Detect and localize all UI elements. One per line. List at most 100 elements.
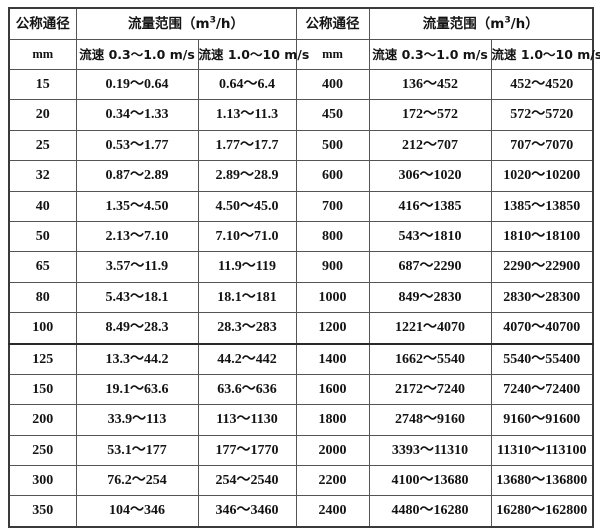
- cell-flow-low-left: 2.13～7.10: [75, 220, 199, 253]
- cell-flow-low-right: 1221～4070: [368, 312, 492, 345]
- cell-dn-right: 500: [295, 129, 370, 162]
- cell-dn-left: 65: [8, 251, 77, 283]
- cell-dn-left: 150: [8, 373, 77, 406]
- cell-flow-low-right: 212～707: [368, 129, 492, 162]
- cell-flow-low-left: 1.35～4.50: [75, 190, 199, 222]
- cell-flow-high-right: 4070～40700: [490, 312, 594, 345]
- cell-flow-high-left: 1.13～11.3: [197, 99, 297, 131]
- cell-dn-left: 80: [8, 281, 77, 314]
- cell-dn-right: 450: [295, 99, 370, 131]
- cell-flow-high-left: 63.6～636: [197, 373, 297, 406]
- cell-flow-low-left: 0.19～0.64: [75, 68, 199, 101]
- cell-flow-high-left: 1.77～17.7: [197, 129, 297, 162]
- cell-dn-left: 125: [8, 343, 77, 375]
- cell-flow-low-left: 5.43～18.1: [75, 281, 199, 314]
- table-row: 150 19.1～63.6 63.6～636 1600 2172～7240 7240～72…: [8, 373, 594, 406]
- cell-flow-low-right: 136～452: [368, 68, 492, 101]
- cell-flow-high-left: 18.1～181: [197, 281, 297, 314]
- table-row: 250 53.1～177 177～1770 2000 3393～11310 11310～1…: [8, 434, 594, 467]
- table-row: 32 0.87～2.89 2.89～28.9 600 306～1020 1020～1020…: [8, 160, 594, 192]
- cell-flow-high-right: 11310～113100: [490, 434, 594, 467]
- cell-flow-low-left: 19.1～63.6: [75, 373, 199, 406]
- table-row: 125 13.3～44.2 44.2～442 1400 1662～5540 5540～55…: [8, 343, 594, 375]
- header-flow-range-left-sup: 3: [209, 14, 216, 26]
- cell-flow-low-left: 33.9～113: [75, 404, 199, 436]
- header-nominal-diameter-left: 公称通径: [8, 7, 77, 40]
- cell-flow-low-left: 53.1～177: [75, 434, 199, 467]
- cell-dn-right: 1200: [295, 312, 370, 345]
- table-row: 20 0.34～1.33 1.13～11.3 450 172～572 572～5720: [8, 99, 594, 131]
- header-velocity-high-right: 流速 1.0～10 m/s: [490, 39, 600, 70]
- cell-flow-low-left: 104～346: [75, 495, 199, 528]
- header-unit-mm-left: mm: [8, 39, 77, 70]
- cell-dn-right: 2000: [295, 434, 370, 467]
- cell-flow-low-right: 543～1810: [368, 220, 492, 253]
- cell-flow-high-right: 572～5720: [490, 99, 594, 131]
- cell-flow-high-right: 1020～10200: [490, 160, 594, 192]
- cell-dn-left: 20: [8, 99, 77, 131]
- cell-flow-high-right: 1810～18100: [490, 220, 594, 253]
- table-row: 350 104～346 346～3460 2400 4480～16280 16280～16…: [8, 495, 594, 528]
- cell-flow-high-left: 4.50～45.0: [197, 190, 297, 222]
- cell-flow-high-left: 2.89～28.9: [197, 160, 297, 192]
- cell-flow-low-right: 172～572: [368, 99, 492, 131]
- cell-flow-low-left: 0.34～1.33: [75, 99, 199, 131]
- header-row-top: 公称通径 流量范围（m3/h） 公称通径 流量范围（m3/h）: [8, 7, 594, 40]
- cell-flow-low-right: 3393～11310: [368, 434, 492, 467]
- cell-dn-left: 32: [8, 160, 77, 192]
- header-flow-range-left: 流量范围（m3/h）: [75, 7, 297, 40]
- header-velocity-high-left: 流速 1.0～10 m/s: [197, 39, 309, 70]
- cell-flow-high-left: 11.9～119: [197, 251, 297, 283]
- cell-flow-high-left: 113～1130: [197, 404, 297, 436]
- cell-dn-left: 15: [8, 68, 77, 101]
- cell-flow-low-left: 0.87～2.89: [75, 160, 199, 192]
- table-sheet: 公称通径 流量范围（m3/h） 公称通径 流量范围（m3/h） mm 流速 0.…: [8, 7, 600, 528]
- header-flow-range-right-sup: 3: [504, 14, 511, 26]
- table-row: 100 8.49～28.3 28.3～283 1200 1221～4070 4070～40…: [8, 312, 594, 345]
- cell-flow-high-left: 177～1770: [197, 434, 297, 467]
- table-header: 公称通径 流量范围（m3/h） 公称通径 流量范围（m3/h） mm 流速 0.…: [8, 7, 600, 70]
- cell-flow-low-right: 1662～5540: [368, 343, 492, 375]
- header-velocity-low-left: 流速 0.3～1.0 m/s: [75, 39, 199, 70]
- cell-flow-high-left: 0.64～6.4: [197, 68, 297, 101]
- cell-flow-high-right: 452～4520: [490, 68, 594, 101]
- cell-dn-left: 100: [8, 312, 77, 345]
- table-body: 15 0.19～0.64 0.64～6.4 400 136～452 452～4520 20 0…: [8, 68, 594, 528]
- cell-flow-low-right: 687～2290: [368, 251, 492, 283]
- cell-flow-low-right: 4480～16280: [368, 495, 492, 528]
- header-velocity-low-right: 流速 0.3～1.0 m/s: [368, 39, 492, 70]
- header-flow-range-right: 流量范围（m3/h）: [368, 7, 594, 40]
- cell-dn-left: 250: [8, 434, 77, 467]
- cell-flow-high-right: 707～7070: [490, 129, 594, 162]
- cell-dn-left: 350: [8, 495, 77, 528]
- header-flow-range-right-suffix: /h）: [510, 15, 539, 32]
- table-row: 80 5.43～18.1 18.1～181 1000 849～2830 2830～2830…: [8, 281, 594, 314]
- cell-flow-high-left: 44.2～442: [197, 343, 297, 375]
- cell-dn-left: 200: [8, 404, 77, 436]
- cell-flow-low-left: 8.49～28.3: [75, 312, 199, 345]
- cell-dn-right: 900: [295, 251, 370, 283]
- cell-flow-low-right: 416～1385: [368, 190, 492, 222]
- flow-range-table: 公称通径 流量范围（m3/h） 公称通径 流量范围（m3/h） mm 流速 0.…: [8, 7, 600, 528]
- cell-flow-high-right: 2290～22900: [490, 251, 594, 283]
- cell-dn-right: 600: [295, 160, 370, 192]
- cell-flow-low-right: 849～2830: [368, 281, 492, 314]
- cell-flow-high-right: 7240～72400: [490, 373, 594, 406]
- cell-flow-high-left: 7.10～71.0: [197, 220, 297, 253]
- cell-flow-low-left: 13.3～44.2: [75, 343, 199, 375]
- cell-flow-high-right: 5540～55400: [490, 343, 594, 375]
- cell-flow-low-right: 306～1020: [368, 160, 492, 192]
- cell-flow-high-right: 1385～13850: [490, 190, 594, 222]
- cell-dn-left: 50: [8, 220, 77, 253]
- cell-dn-right: 2400: [295, 495, 370, 528]
- cell-dn-right: 1400: [295, 343, 370, 375]
- cell-dn-right: 1800: [295, 404, 370, 436]
- cell-flow-low-right: 2748～9160: [368, 404, 492, 436]
- cell-dn-right: 1000: [295, 281, 370, 314]
- table-row: 200 33.9～113 113～1130 1800 2748～9160 9160～916…: [8, 404, 594, 436]
- table-row: 65 3.57～11.9 11.9～119 900 687～2290 2290～22900: [8, 251, 594, 283]
- header-flow-range-left-suffix: /h）: [215, 15, 245, 32]
- table-row: 40 1.35～4.50 4.50～45.0 700 416～1385 1385～1385…: [8, 190, 594, 222]
- cell-flow-high-right: 9160～91600: [490, 404, 594, 436]
- cell-flow-low-right: 2172～7240: [368, 373, 492, 406]
